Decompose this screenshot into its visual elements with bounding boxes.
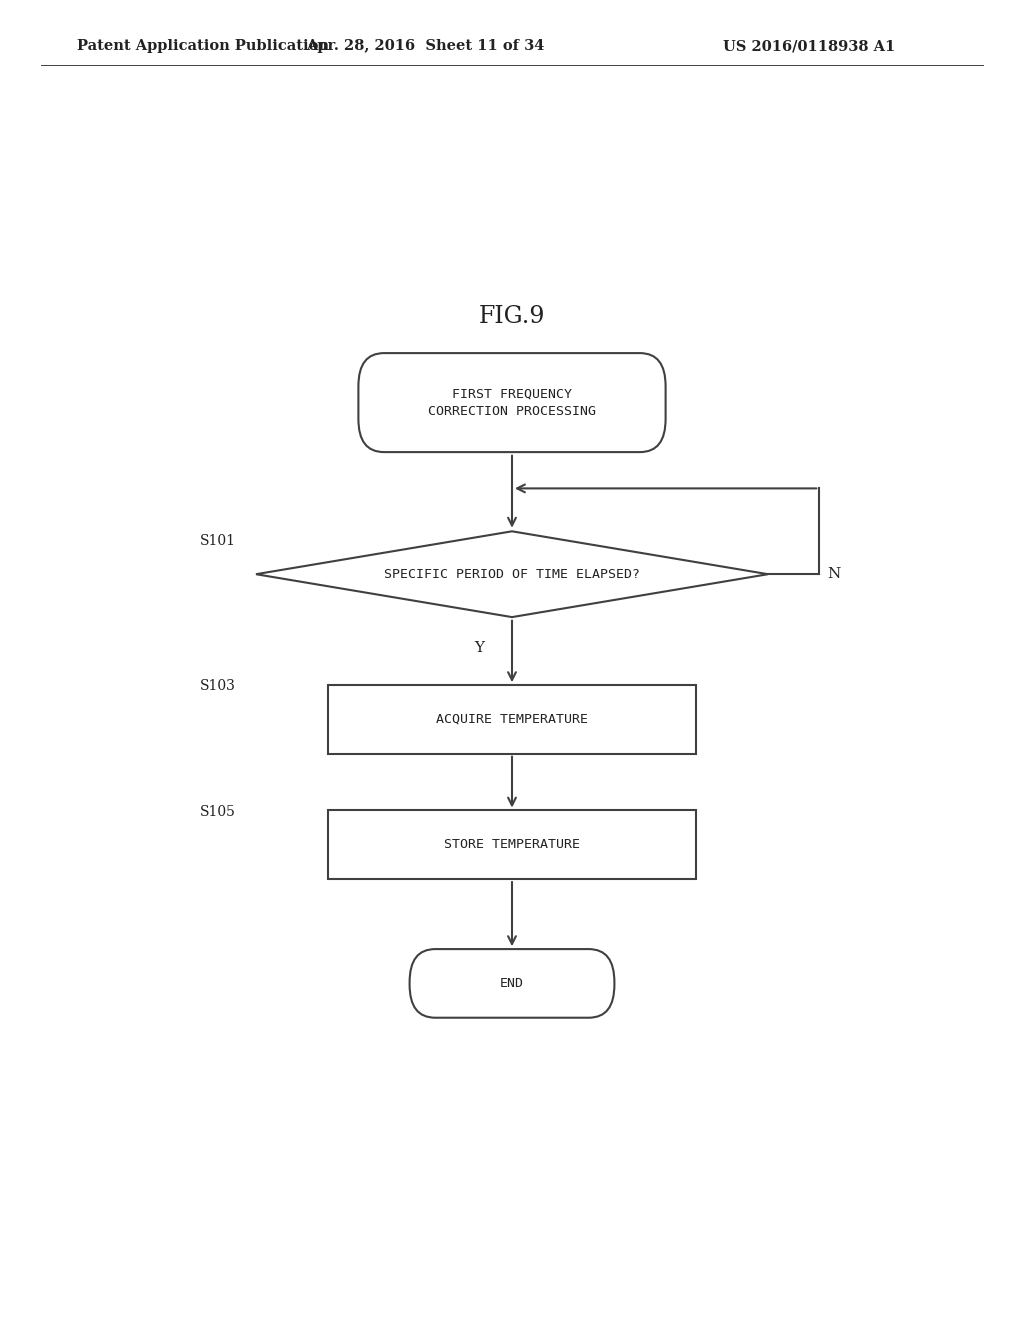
Bar <box>328 810 696 879</box>
FancyBboxPatch shape <box>358 354 666 451</box>
Text: Apr. 28, 2016  Sheet 11 of 34: Apr. 28, 2016 Sheet 11 of 34 <box>306 40 544 53</box>
Text: FIRST FREQUENCY
CORRECTION PROCESSING: FIRST FREQUENCY CORRECTION PROCESSING <box>428 388 596 417</box>
Text: Y: Y <box>474 642 484 655</box>
Text: N: N <box>827 568 841 581</box>
Text: S105: S105 <box>200 805 236 818</box>
Polygon shape <box>256 532 768 618</box>
Text: US 2016/0118938 A1: US 2016/0118938 A1 <box>723 40 895 53</box>
Text: Patent Application Publication: Patent Application Publication <box>77 40 329 53</box>
FancyBboxPatch shape <box>410 949 614 1018</box>
Text: FIG.9: FIG.9 <box>479 305 545 329</box>
Text: SPECIFIC PERIOD OF TIME ELAPSED?: SPECIFIC PERIOD OF TIME ELAPSED? <box>384 568 640 581</box>
Text: S103: S103 <box>200 680 236 693</box>
Text: STORE TEMPERATURE: STORE TEMPERATURE <box>444 838 580 851</box>
Bar <box>328 685 696 754</box>
Text: ACQUIRE TEMPERATURE: ACQUIRE TEMPERATURE <box>436 713 588 726</box>
Text: S101: S101 <box>200 535 236 548</box>
Text: END: END <box>500 977 524 990</box>
